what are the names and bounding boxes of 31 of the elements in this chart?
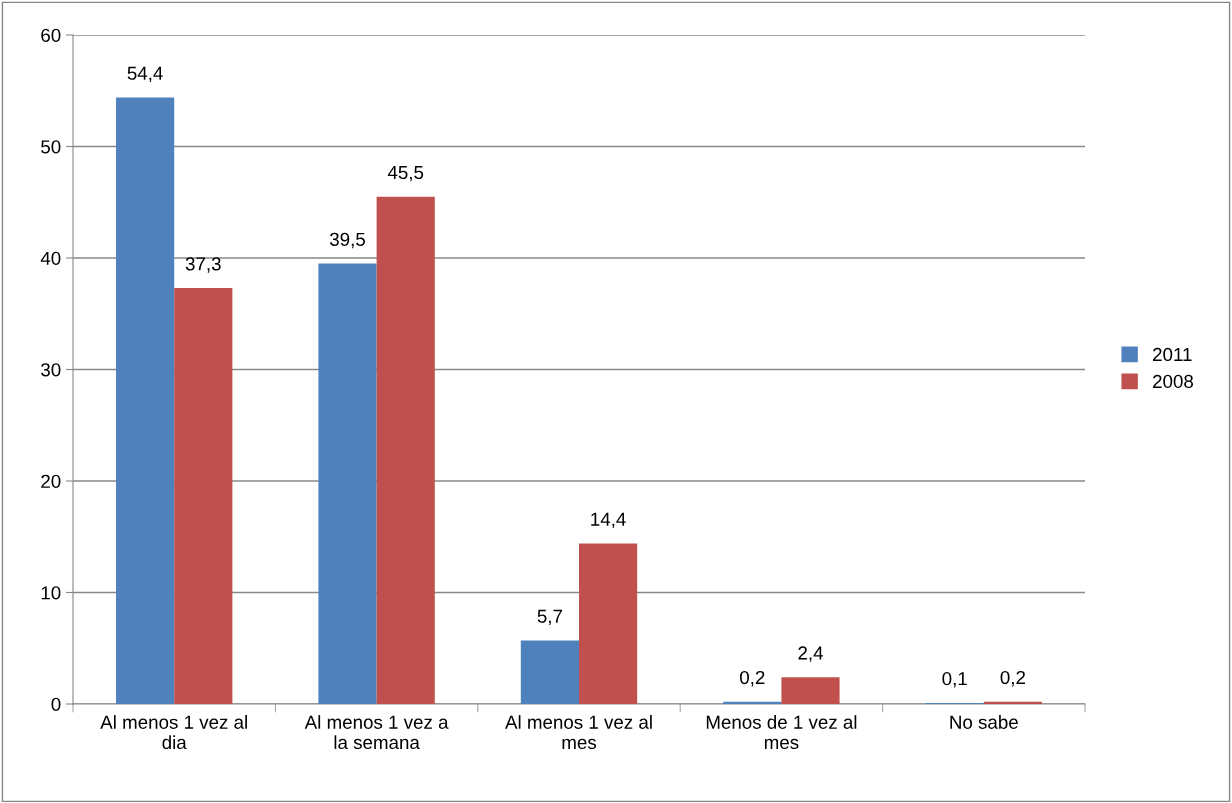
x-tick-label: Al menos 1 vez al dia bbox=[100, 715, 247, 750]
data-label: 0,2 bbox=[1000, 670, 1025, 687]
legend-label: 2011 bbox=[1153, 347, 1192, 362]
bar bbox=[174, 288, 233, 704]
x-tick-label: No sabe bbox=[950, 715, 1018, 729]
y-tick-label: 0 bbox=[51, 697, 61, 711]
bar bbox=[520, 640, 579, 704]
y-tick-label: 50 bbox=[41, 140, 61, 154]
data-label: 37,3 bbox=[185, 257, 221, 273]
y-tick-label: 20 bbox=[41, 474, 61, 488]
data-label: 0,1 bbox=[942, 672, 967, 688]
bar bbox=[781, 677, 840, 704]
bar bbox=[579, 543, 638, 704]
data-label: 14,4 bbox=[591, 512, 626, 529]
x-tick-label: Menos de 1 vez al mes bbox=[706, 715, 857, 750]
bar bbox=[116, 97, 175, 704]
data-label: 5,7 bbox=[537, 609, 562, 626]
x-tick-label: Al menos 1 vez a la semana bbox=[304, 715, 449, 750]
data-label: 39,5 bbox=[329, 232, 365, 249]
y-tick-label: 40 bbox=[40, 251, 61, 265]
y-tick-label: 10 bbox=[41, 586, 61, 600]
bar bbox=[318, 263, 377, 704]
legend-label: 2008 bbox=[1153, 374, 1194, 389]
data-label: 54,4 bbox=[127, 66, 163, 83]
data-label: 45,5 bbox=[387, 166, 424, 182]
y-tick-label: 60 bbox=[41, 28, 61, 42]
data-label: 2,4 bbox=[798, 646, 823, 662]
y-tick-label: 30 bbox=[41, 363, 61, 377]
x-tick-label: Al menos 1 vez al mes bbox=[505, 715, 652, 750]
data-label: 0,2 bbox=[740, 670, 765, 687]
bar bbox=[376, 196, 435, 704]
